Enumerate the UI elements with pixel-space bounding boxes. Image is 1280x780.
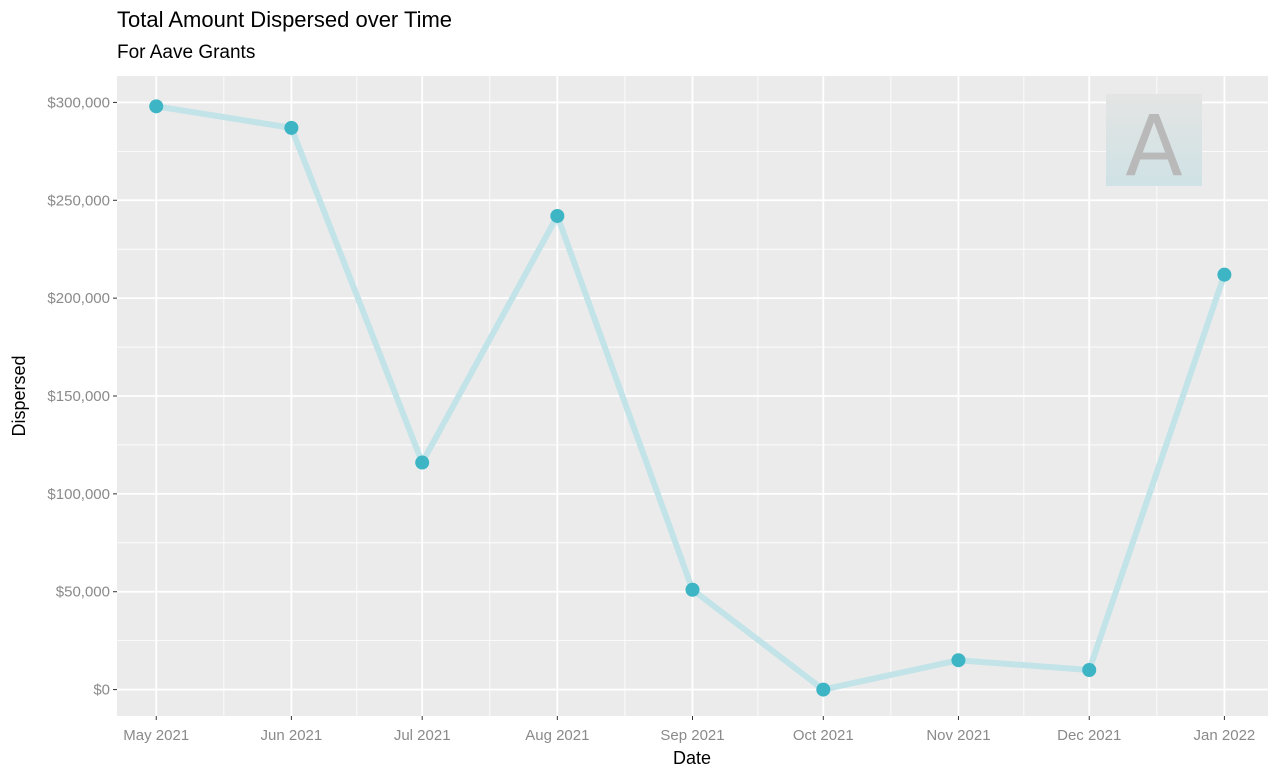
data-point <box>550 208 565 223</box>
x-axis-title: Date <box>673 748 711 768</box>
x-axis-ticks: May 2021 Jun 2021 Jul 2021 Aug 2021 Sep 2021… <box>123 716 1255 744</box>
chart-title: Total Amount Dispersed over Time <box>117 7 453 32</box>
x-tick-label: Sep 2021 <box>660 727 724 744</box>
y-tick-label: $200,000 <box>47 290 110 307</box>
x-tick-label: Jun 2021 <box>261 727 323 744</box>
x-tick-label: Aug 2021 <box>525 727 589 744</box>
x-tick-label: Jul 2021 <box>394 727 451 744</box>
data-series <box>149 99 1232 697</box>
x-tick-label: Jan 2022 <box>1194 727 1256 744</box>
chart-subtitle: For Aave Grants <box>117 42 256 63</box>
data-point <box>685 582 700 597</box>
data-point <box>816 682 831 697</box>
y-tick-label: $0 <box>93 682 110 699</box>
x-tick-label: Nov 2021 <box>926 727 990 744</box>
data-point <box>1217 267 1232 282</box>
data-point <box>1082 663 1097 678</box>
x-tick-label: Oct 2021 <box>793 727 854 744</box>
y-tick-label: $50,000 <box>56 584 110 601</box>
y-tick-label: $250,000 <box>47 192 110 209</box>
y-axis-ticks: $0 $50,000 $100,000 $150,000 $200,000 $250,00… <box>47 94 117 699</box>
data-point <box>951 653 966 668</box>
data-point <box>415 455 430 470</box>
y-tick-label: $150,000 <box>47 388 110 405</box>
data-point <box>284 120 299 135</box>
y-axis-title: Dispersed <box>9 355 29 436</box>
y-tick-label: $300,000 <box>47 94 110 111</box>
aave-logo: A <box>1106 94 1202 195</box>
x-tick-label: Dec 2021 <box>1057 727 1121 744</box>
y-tick-label: $100,000 <box>47 486 110 503</box>
data-point <box>149 99 164 114</box>
x-tick-label: May 2021 <box>123 727 189 744</box>
aave-logo-letter: A <box>1125 97 1182 195</box>
